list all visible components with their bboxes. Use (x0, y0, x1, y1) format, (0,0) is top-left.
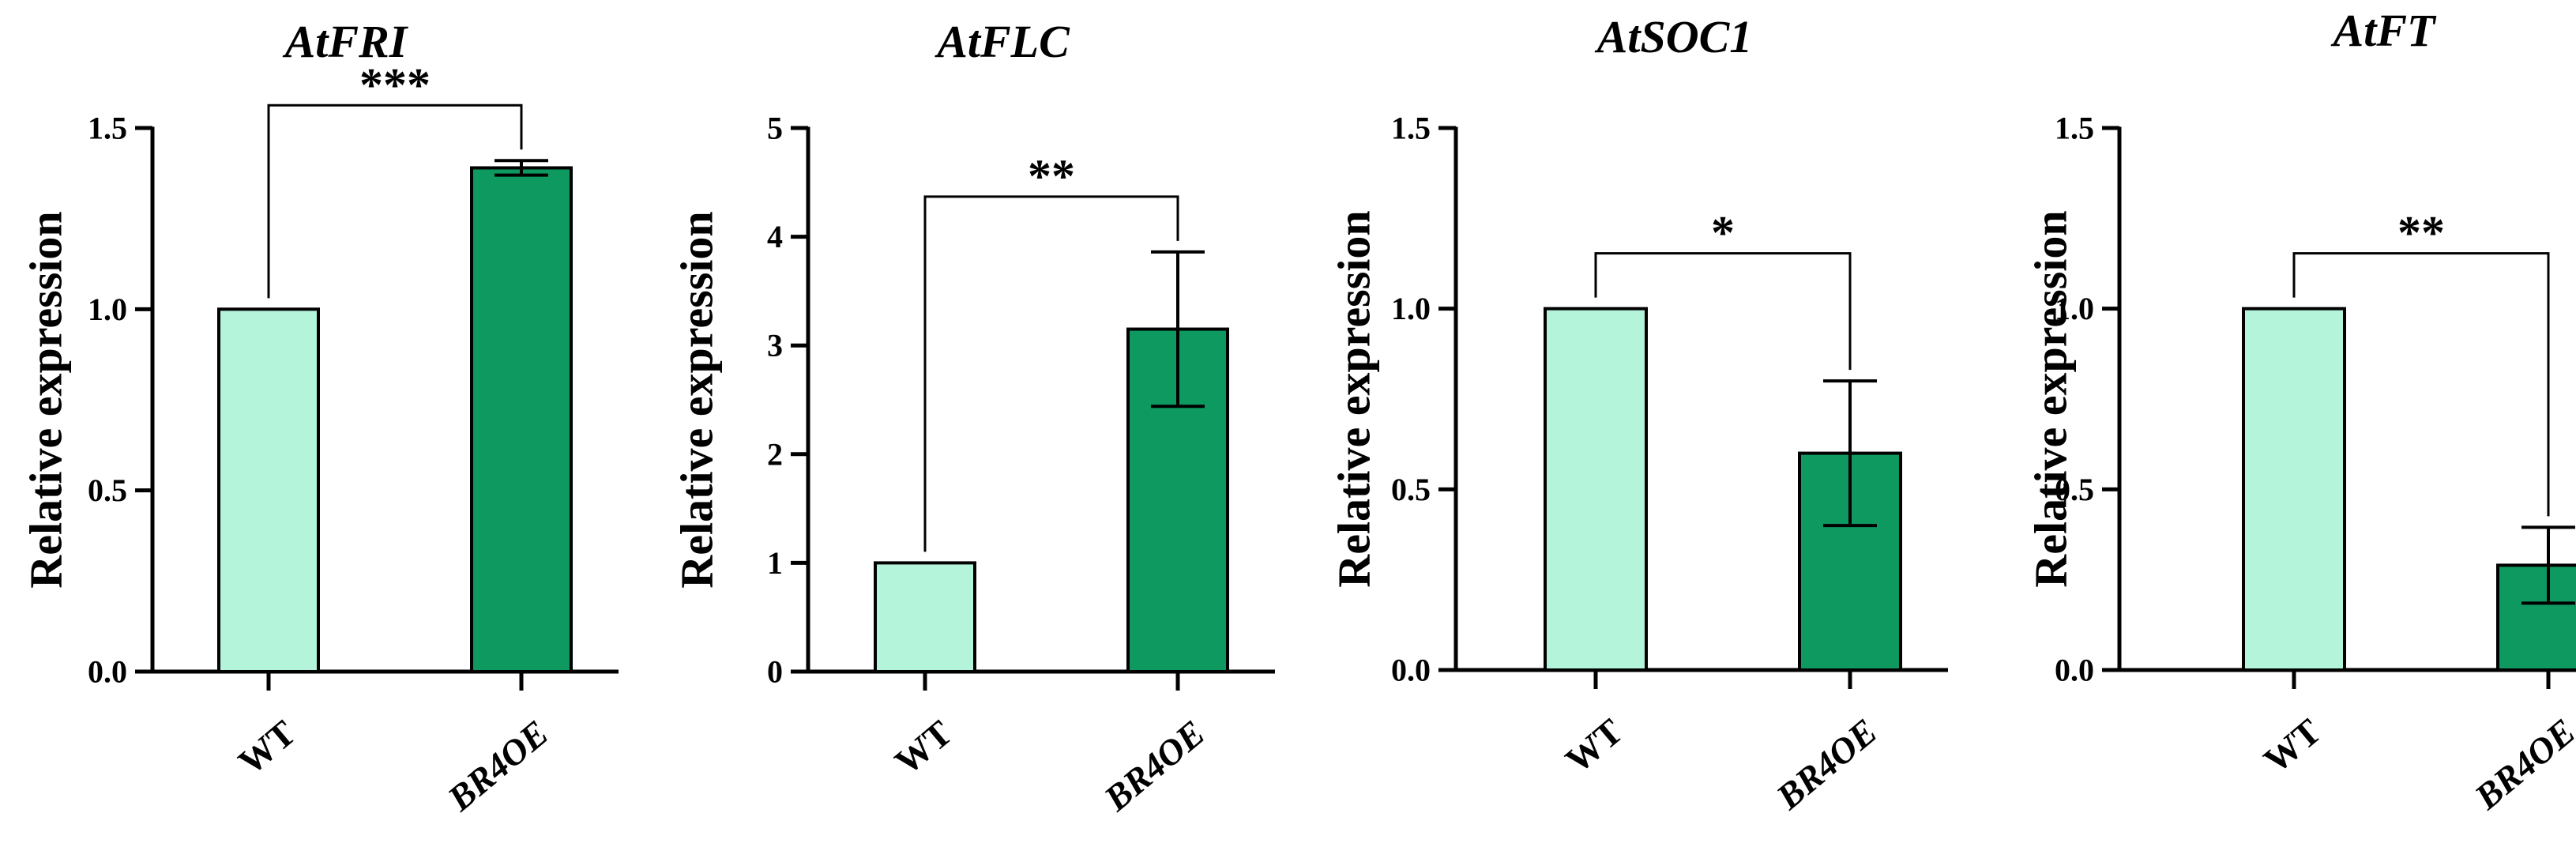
x-tick-label: BR4OE (439, 713, 555, 819)
y-tick-label: 1.5 (88, 111, 127, 146)
bar-WT (1544, 307, 1648, 672)
x-tick-label: WT (887, 713, 960, 782)
y-axis-label: Relative expression (671, 211, 722, 588)
y-tick-label: 1.0 (2055, 291, 2094, 326)
y-tick-label: 0.0 (88, 654, 127, 690)
x-tick-label: WT (231, 713, 303, 782)
y-tick-label: 0.0 (2055, 653, 2094, 688)
panel-AtFLC: AtFLC Relative expression 0 1 2 3 4 5 WT BR4OE ** (671, 16, 1275, 819)
significance-bracket (1594, 252, 1852, 371)
y-tick-label: 1 (767, 545, 783, 581)
x-tick-label: BR4OE (2466, 711, 2576, 818)
significance-bracket (267, 104, 523, 299)
y-tick-label: 4 (767, 219, 783, 254)
bar-WT (874, 561, 976, 674)
y-tick-label: 0.5 (2055, 472, 2094, 507)
significance-label: *** (359, 58, 431, 111)
significance-label: * (1711, 207, 1735, 259)
panel-AtFRI: AtFRI Relative expression 0.0 0.5 1.0 1.5 WT BR… (20, 16, 619, 819)
y-tick-label: 0.5 (1391, 472, 1431, 507)
bar-BR4OE (2496, 563, 2576, 672)
panel-AtSOC1: AtSOC1 Relative expression 0.0 0.5 1.0 1.5 WT B… (1328, 11, 1948, 818)
y-tick-label: 3 (767, 328, 783, 363)
y-axis-label: Relative expression (20, 211, 71, 588)
significance-label: ** (1028, 150, 1075, 202)
chart-title: AtFRI (283, 16, 409, 67)
y-tick-label: 0.0 (1391, 653, 1431, 688)
y-tick-label: 2 (767, 436, 783, 472)
chart-title: AtSOC1 (1595, 11, 1753, 62)
significance-label: ** (2397, 207, 2445, 259)
panel-AtFT: AtFT Relative expression 0.0 0.5 1.0 1.5 WT BR4… (2025, 5, 2576, 818)
y-tick-label: 0 (767, 654, 783, 690)
y-tick-label: 5 (767, 111, 783, 146)
x-tick-label: BR4OE (1096, 713, 1212, 819)
y-tick-label: 1.5 (2055, 111, 2094, 146)
x-tick-label: WT (2256, 711, 2329, 781)
y-tick-label: 1.0 (1391, 291, 1431, 326)
y-axis-label: Relative expression (1328, 210, 1379, 587)
y-tick-label: 1.0 (88, 292, 127, 327)
y-tick-label: 1.5 (1391, 111, 1431, 146)
significance-bracket (923, 195, 1179, 552)
chart-title: AtFT (2331, 5, 2437, 56)
y-axis-label: Relative expression (2025, 210, 2076, 587)
y-tick-label: 0.5 (88, 472, 127, 508)
bar-BR4OE (470, 166, 573, 674)
chart-title: AtFLC (935, 16, 1070, 67)
bar-WT (2242, 307, 2346, 672)
x-tick-label: WT (1558, 711, 1630, 781)
bar-WT (217, 307, 320, 673)
x-tick-label: BR4OE (1768, 711, 1884, 818)
significance-bracket (2292, 252, 2550, 517)
